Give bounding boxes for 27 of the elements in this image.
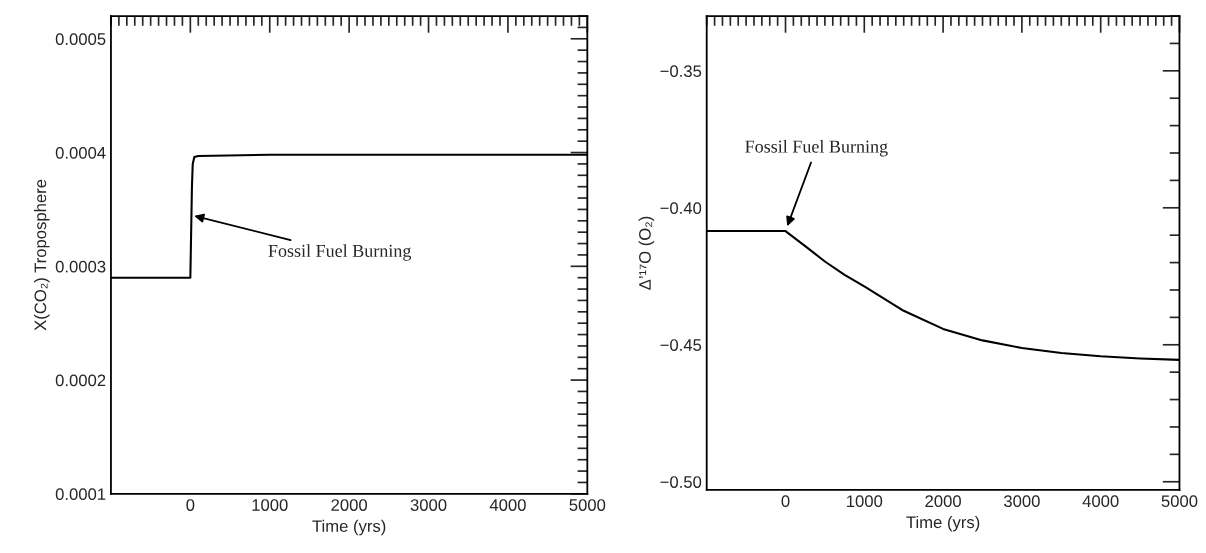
x-axis-title: Time (yrs) bbox=[312, 519, 386, 536]
x-tick-label: 3000 bbox=[1003, 495, 1040, 508]
y-axis-title: Δ’¹⁷O (O₂) bbox=[638, 216, 655, 290]
annotation: Fossil Fuel Burning bbox=[268, 244, 412, 261]
x-tick-label: 0 bbox=[781, 495, 790, 508]
y-tick-label: 0.0002 bbox=[55, 374, 106, 387]
y-axis-title: X(CO₂) Troposphere bbox=[34, 179, 50, 331]
x-tick-label: 3000 bbox=[410, 499, 447, 511]
x-tick-label: 1000 bbox=[252, 499, 288, 511]
x-tick-label: 4000 bbox=[1082, 495, 1119, 508]
y-tick-label: −0.50 bbox=[660, 476, 702, 488]
x-tick-label: 4000 bbox=[489, 499, 526, 511]
x-tick-label: 0 bbox=[186, 499, 195, 511]
y-tick-label: 0.0003 bbox=[55, 260, 106, 273]
x-tick-label: 2000 bbox=[331, 499, 368, 511]
y-tick-label: 0.0004 bbox=[55, 146, 106, 159]
y-tick-label: 0.0005 bbox=[55, 33, 106, 45]
x-tick-label: 5000 bbox=[1161, 495, 1198, 508]
annotation: Fossil Fuel Burning bbox=[745, 139, 888, 157]
y-tick-label: −0.40 bbox=[660, 202, 702, 214]
x-tick-label: 2000 bbox=[925, 495, 961, 508]
y-tick-label: −0.45 bbox=[660, 339, 702, 351]
y-tick-label: −0.35 bbox=[660, 65, 702, 78]
x-axis-title: Time (yrs) bbox=[906, 515, 980, 532]
x-tick-label: 1000 bbox=[847, 495, 883, 508]
y-tick-label: 0.0001 bbox=[55, 488, 106, 501]
x-tick-label: 5000 bbox=[569, 499, 606, 511]
